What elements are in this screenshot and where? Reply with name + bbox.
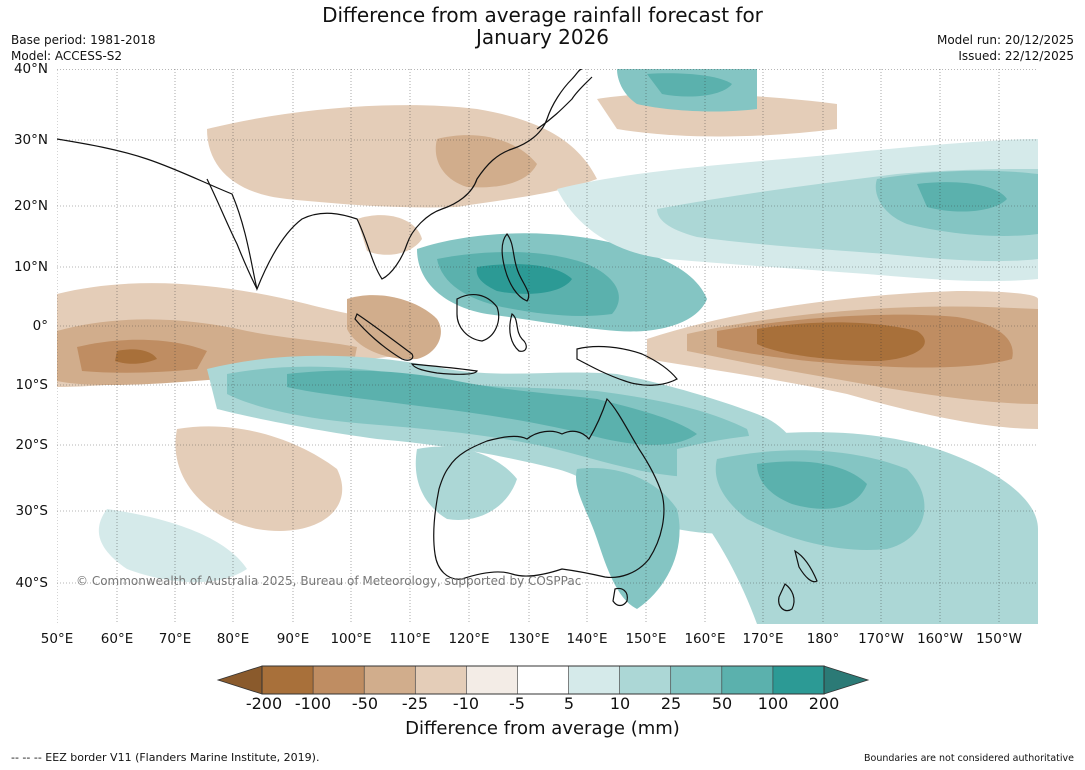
colorbar-label: 10 — [609, 694, 631, 713]
asia-coast — [57, 69, 583, 291]
wet-southern-ocean — [98, 509, 247, 583]
dry-asia-band — [207, 105, 597, 208]
colorbar-swatch — [414, 665, 468, 695]
colorbar-swatch — [466, 665, 519, 695]
colorbar-label: -100 — [294, 694, 332, 713]
colorbar-label: -50 — [351, 694, 379, 713]
lon-label-170e: 170°E — [742, 631, 784, 647]
lon-label-160w: 160°W — [917, 631, 963, 647]
lon-label-120e: 120°E — [448, 631, 490, 647]
lat-label-40s: 40°S — [15, 575, 49, 591]
lon-label-90e: 90°E — [276, 631, 310, 647]
colorbar-swatch — [670, 665, 723, 695]
colorbar-label: 25 — [660, 694, 682, 713]
new-guinea-coast — [576, 345, 678, 386]
india-coast — [206, 178, 258, 290]
sumatra-coast — [354, 313, 414, 361]
lon-label-50e: 50°E — [40, 631, 74, 647]
colorbar-title: Difference from average (mm) — [405, 718, 680, 739]
lon-label-150e: 150°E — [625, 631, 667, 647]
lon-label-140e: 140°E — [566, 631, 608, 647]
sulawesi-coast — [509, 313, 527, 352]
java-coast — [410, 363, 478, 375]
lon-label-180: 180° — [806, 631, 840, 647]
wet-west-australia — [415, 446, 517, 520]
colorbar-under-arrow — [216, 665, 263, 695]
lon-label-80e: 80°E — [216, 631, 250, 647]
lon-label-170w: 170°W — [858, 631, 904, 647]
colorbar-label: -10 — [452, 694, 480, 713]
colorbar-label: 5 — [563, 694, 575, 713]
japan-coast — [536, 76, 593, 130]
colorbar-swatch — [568, 665, 621, 695]
wet-hawaii-core — [917, 182, 1007, 212]
dry-maritime-continent — [347, 295, 441, 360]
lon-label-160e: 160°E — [684, 631, 726, 647]
new-zealand-south — [778, 583, 795, 612]
lon-label-70e: 70°E — [158, 631, 192, 647]
dry-asia-core — [435, 135, 537, 188]
map-title: Difference from average rainfall forecas… — [0, 4, 1085, 48]
lat-label-equator: 0° — [32, 318, 48, 334]
dry-south-indian — [175, 426, 343, 531]
lon-label-130e: 130°E — [508, 631, 550, 647]
wet-maritime-north-peak — [476, 264, 572, 294]
colorbar-swatch — [517, 665, 570, 695]
lat-label-30n: 30°N — [13, 132, 48, 148]
colorbar-swatch — [772, 665, 825, 695]
lat-label-20s: 20°S — [15, 437, 49, 453]
colorbar-label: -200 — [245, 694, 283, 713]
model-run: Model run: 20/12/2025 — [936, 33, 1074, 47]
eez-border-note: -- -- -- EEZ border V11 (Flanders Marine… — [11, 751, 320, 764]
graticule — [57, 69, 1038, 624]
philippines-coast — [501, 233, 530, 302]
dry-south-china-sea — [357, 215, 422, 255]
colorbar-swatch — [312, 665, 365, 695]
coastlines — [57, 69, 818, 612]
dry-indian-center — [115, 349, 157, 364]
colorbar-label: 200 — [808, 694, 840, 713]
wet-south-pacific-core — [757, 461, 867, 509]
lat-label-10n: 10°N — [13, 259, 48, 275]
new-zealand-north — [794, 549, 818, 583]
run-info: Model run: 20/12/2025 Issued: 22/12/2025 — [937, 32, 1074, 64]
title-line-1: Difference from average rainfall forecas… — [322, 3, 763, 27]
boundary-disclaimer: Boundaries are not considered authoritat… — [864, 753, 1074, 764]
colorbar-swatch — [619, 665, 672, 695]
anomaly-field — [57, 69, 1038, 624]
lon-label-100e: 100°E — [330, 631, 372, 647]
model-info: Base period: 1981-2018 Model: ACCESS-S2 — [11, 32, 156, 64]
colorbar-label: 100 — [757, 694, 789, 713]
copyright-notice: © Commonwealth of Australia 2025, Bureau… — [76, 574, 582, 588]
australia-coast — [433, 397, 665, 580]
lon-label-110e: 110°E — [389, 631, 431, 647]
colorbar-swatch — [261, 665, 314, 695]
tasmania-coast — [612, 587, 628, 607]
colorbar-over-arrow — [823, 665, 870, 695]
lat-label-30s: 30°S — [15, 503, 49, 519]
lon-label-150w: 150°W — [976, 631, 1022, 647]
colorbar — [216, 665, 870, 695]
base-period: Base period: 1981-2018 — [11, 33, 156, 47]
wet-central-core — [287, 370, 697, 445]
colorbar-swatch — [363, 665, 417, 695]
issued-date: Issued: 22/12/2025 — [958, 49, 1074, 63]
map-canvas — [57, 69, 1038, 624]
colorbar-label: -5 — [509, 694, 525, 713]
borneo-coast — [456, 293, 500, 342]
colorbar-swatch — [721, 665, 774, 695]
lat-label-10s: 10°S — [15, 377, 49, 393]
title-line-2: January 2026 — [475, 25, 610, 49]
rainfall-anomaly-map — [57, 69, 1038, 624]
colorbar-label: 50 — [711, 694, 733, 713]
model-name: Model: ACCESS-S2 — [11, 49, 123, 63]
lat-label-20n: 20°N — [13, 198, 48, 214]
wet-north-teal-core — [647, 73, 732, 97]
lon-label-60e: 60°E — [100, 631, 134, 647]
dry-pacific-core — [757, 322, 925, 361]
lat-label-40n: 40°N — [13, 61, 48, 77]
colorbar-label: -25 — [401, 694, 429, 713]
wet-east-australia — [576, 468, 680, 609]
